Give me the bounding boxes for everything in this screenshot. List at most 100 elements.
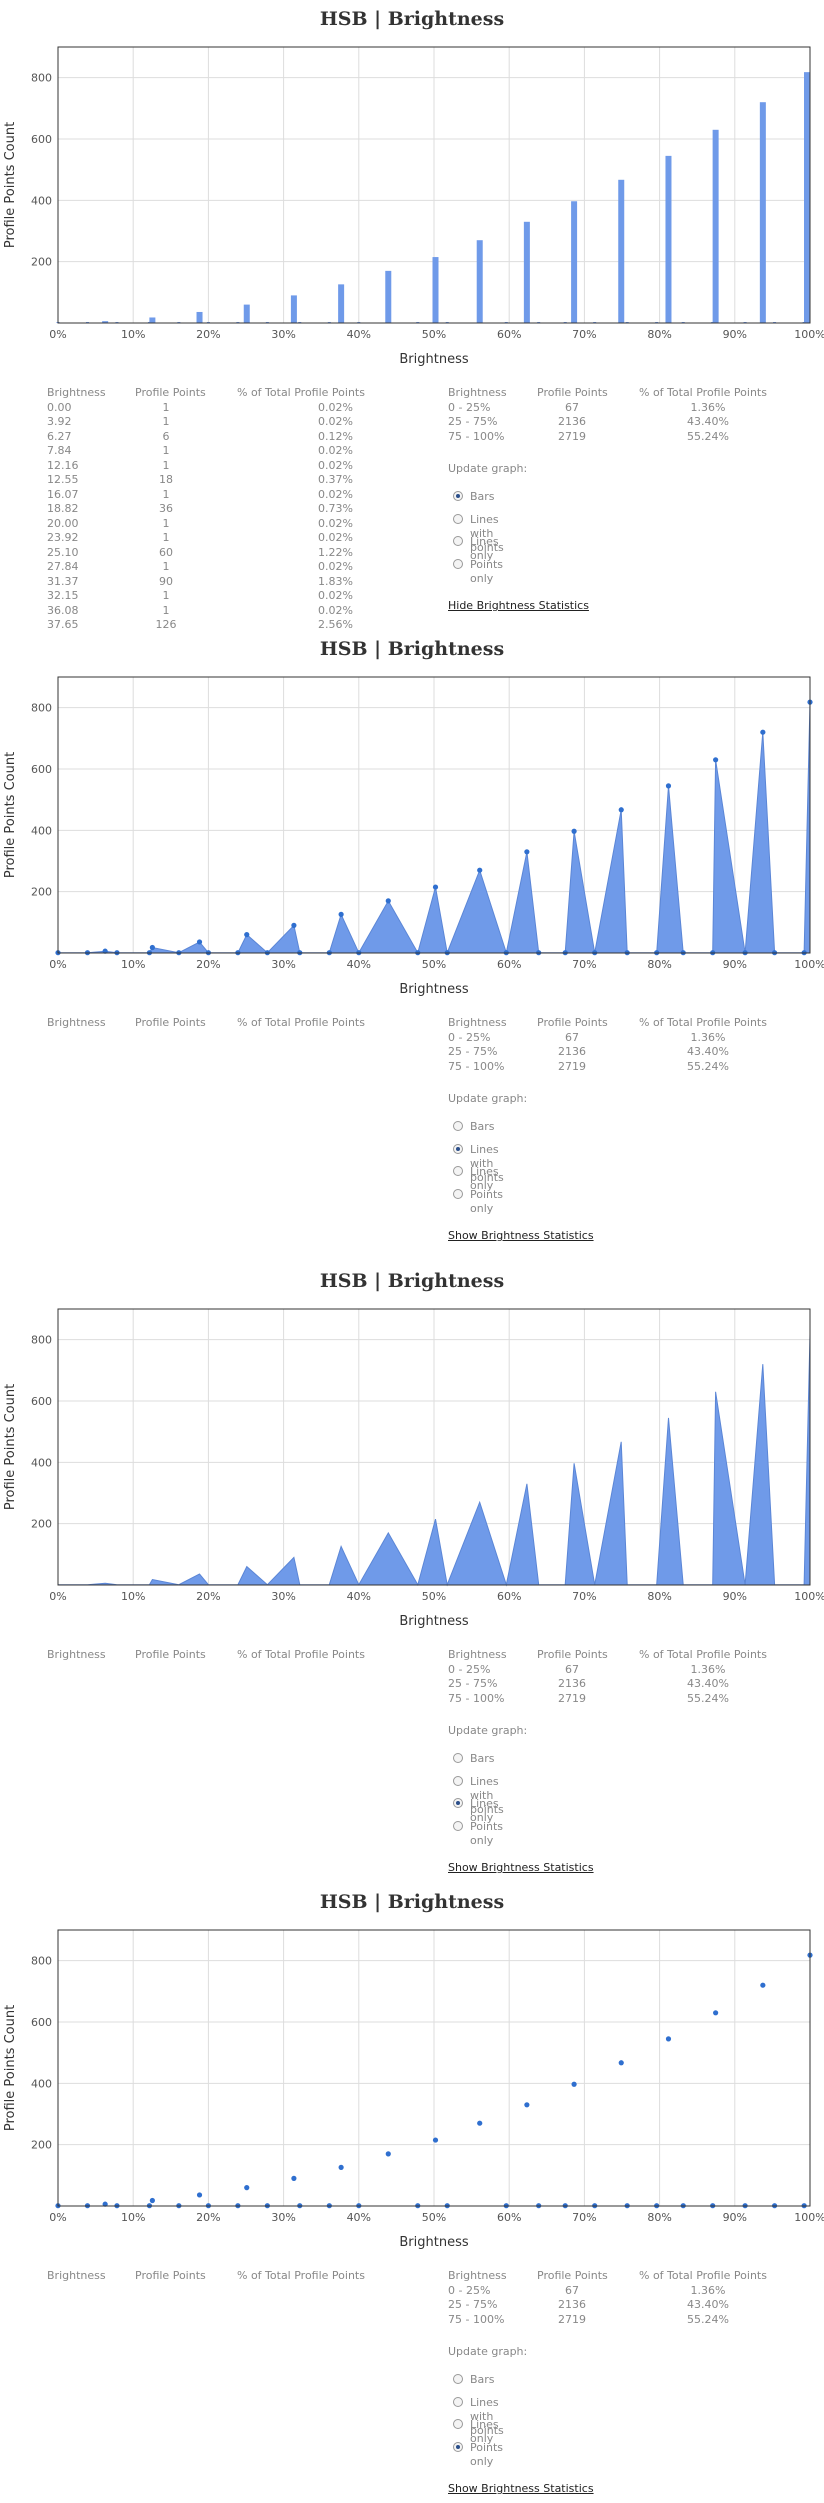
range-percent: 55.24% xyxy=(687,429,729,443)
range-label: 0 - 25% xyxy=(448,2283,491,2297)
bar xyxy=(432,257,439,323)
radio-button[interactable] xyxy=(453,1121,463,1131)
stats-row: 16.07 1 0.02% xyxy=(47,488,407,503)
range-stats-table: Brightness Profile Points % of Total Profi… xyxy=(448,2269,808,2327)
x-tick-label: 60% xyxy=(497,1590,521,1603)
x-axis-title: Brightness xyxy=(399,982,468,997)
radio-button[interactable] xyxy=(453,491,463,501)
bar xyxy=(571,201,578,323)
radio-label: Points only xyxy=(470,558,504,586)
update-graph-label: Update graph: xyxy=(448,1724,528,1737)
header-brightness: Brightness xyxy=(47,1016,106,1029)
radio-button[interactable] xyxy=(453,1798,463,1809)
radio-button[interactable] xyxy=(453,1775,463,1786)
range-label: 25 - 75% xyxy=(448,415,498,428)
range-row: 0 - 25% 67 1.36% xyxy=(448,1031,808,1046)
stat-points: 1 xyxy=(162,531,170,544)
x-tick-label: 40% xyxy=(347,1590,371,1603)
update-graph-label: Update graph: xyxy=(448,2345,528,2358)
radio-button[interactable] xyxy=(453,1143,463,1154)
range-percent: 1.36% xyxy=(690,400,726,414)
chart-panel-3: HSB | Brightness 200 400 600 800 0% 10% 20% 30% 4… xyxy=(0,1262,824,1882)
radio-button[interactable] xyxy=(453,2396,463,2407)
y-tick-label: 600 xyxy=(31,763,52,776)
range-points: 2719 xyxy=(558,429,586,443)
radio-button[interactable] xyxy=(453,559,463,570)
x-tick-label: 10% xyxy=(121,2211,145,2224)
toggle-statistics-link[interactable]: Show Brightness Statistics xyxy=(448,1861,594,1874)
data-point xyxy=(713,757,719,763)
header-profile-points: Profile Points xyxy=(537,1016,608,1029)
stats-row: 20.00 1 0.02% xyxy=(47,517,407,532)
toggle-statistics-link[interactable]: Show Brightness Statistics xyxy=(448,2482,594,2495)
bar xyxy=(804,72,810,323)
data-point xyxy=(760,729,766,735)
data-point xyxy=(477,2120,483,2126)
stat-brightness: 3.92 xyxy=(47,415,72,428)
plot-frame xyxy=(57,1929,811,2207)
range-row: 75 - 100% 2719 55.24% xyxy=(448,430,808,445)
stat-percent: 0.02% xyxy=(318,458,353,472)
range-points: 2719 xyxy=(558,1691,586,1705)
range-percent: 55.24% xyxy=(687,2312,729,2326)
header-percent: % of Total Profile Points xyxy=(237,386,365,399)
header-percent: % of Total Profile Points xyxy=(237,2269,365,2282)
header-brightness: Brightness xyxy=(47,386,106,399)
range-points: 67 xyxy=(565,2283,579,2297)
stat-points: 18 xyxy=(159,473,173,486)
radio-button[interactable] xyxy=(453,513,463,524)
range-label: 75 - 100% xyxy=(448,429,505,443)
radio-button[interactable] xyxy=(453,1753,463,1763)
stats-header-row: Brightness Profile Points % of Total Profi… xyxy=(47,1648,407,1663)
chart-panel-2: HSB | Brightness 200 400 600 800 0% 10% 20% 30% 4… xyxy=(0,630,824,1250)
x-tick-label: 30% xyxy=(271,1590,295,1603)
range-header-row: Brightness Profile Points % of Total Profi… xyxy=(448,1016,808,1031)
radio-button[interactable] xyxy=(453,1821,463,1832)
header-brightness: Brightness xyxy=(47,2269,106,2282)
range-header-row: Brightness Profile Points % of Total Profi… xyxy=(448,1648,808,1663)
x-tick-label: 0% xyxy=(49,328,66,341)
radio-label: Lines only xyxy=(470,535,499,563)
range-label: 75 - 100% xyxy=(448,2312,505,2326)
range-row: 0 - 25% 67 1.36% xyxy=(448,2284,808,2299)
radio-button[interactable] xyxy=(453,2419,463,2430)
radio-button[interactable] xyxy=(453,1189,463,1200)
radio-button[interactable] xyxy=(453,2442,463,2453)
stat-brightness: 25.10 xyxy=(47,545,79,559)
radio-button[interactable] xyxy=(453,2374,463,2384)
brightness-stats-table: Brightness Profile Points % of Total Profi… xyxy=(47,386,407,633)
radio-button[interactable] xyxy=(453,536,463,547)
header-brightness: Brightness xyxy=(448,1016,507,1029)
range-label: 0 - 25% xyxy=(448,400,491,414)
toggle-statistics-link[interactable]: Hide Brightness Statistics xyxy=(448,599,589,612)
stat-points: 1 xyxy=(162,444,170,457)
range-row: 25 - 75% 2136 43.40% xyxy=(448,1677,808,1692)
toggle-statistics-link[interactable]: Show Brightness Statistics xyxy=(448,1229,594,1242)
stat-percent: 0.02% xyxy=(318,415,353,428)
data-point xyxy=(571,2081,577,2087)
stat-percent: 1.83% xyxy=(318,574,353,588)
header-brightness: Brightness xyxy=(448,2269,507,2282)
data-point xyxy=(432,884,439,890)
y-tick-label: 200 xyxy=(31,886,52,899)
data-point xyxy=(291,922,297,928)
stat-brightness: 32.15 xyxy=(47,589,79,602)
data-point xyxy=(338,2164,344,2170)
stat-points: 126 xyxy=(155,618,177,631)
stats-row: 25.10 60 1.22% xyxy=(47,546,407,561)
stat-brightness: 20.00 xyxy=(47,516,79,530)
stat-percent: 0.02% xyxy=(318,603,353,617)
radio-button[interactable] xyxy=(453,1166,463,1177)
radio-label: Bars xyxy=(470,2373,495,2386)
x-tick-label: 30% xyxy=(271,958,295,971)
x-tick-label: 30% xyxy=(271,2211,295,2224)
chart-title: HSB | Brightness xyxy=(319,1270,505,1292)
range-label: 25 - 75% xyxy=(448,1045,498,1058)
bar xyxy=(759,102,766,323)
radio-label: Lines with points xyxy=(470,2395,504,2437)
stats-row: 23.92 1 0.02% xyxy=(47,531,407,546)
x-tick-label: 60% xyxy=(497,958,521,971)
y-tick-label: 200 xyxy=(31,256,52,269)
header-percent: % of Total Profile Points xyxy=(237,1648,365,1661)
x-tick-label: 90% xyxy=(723,2211,747,2224)
